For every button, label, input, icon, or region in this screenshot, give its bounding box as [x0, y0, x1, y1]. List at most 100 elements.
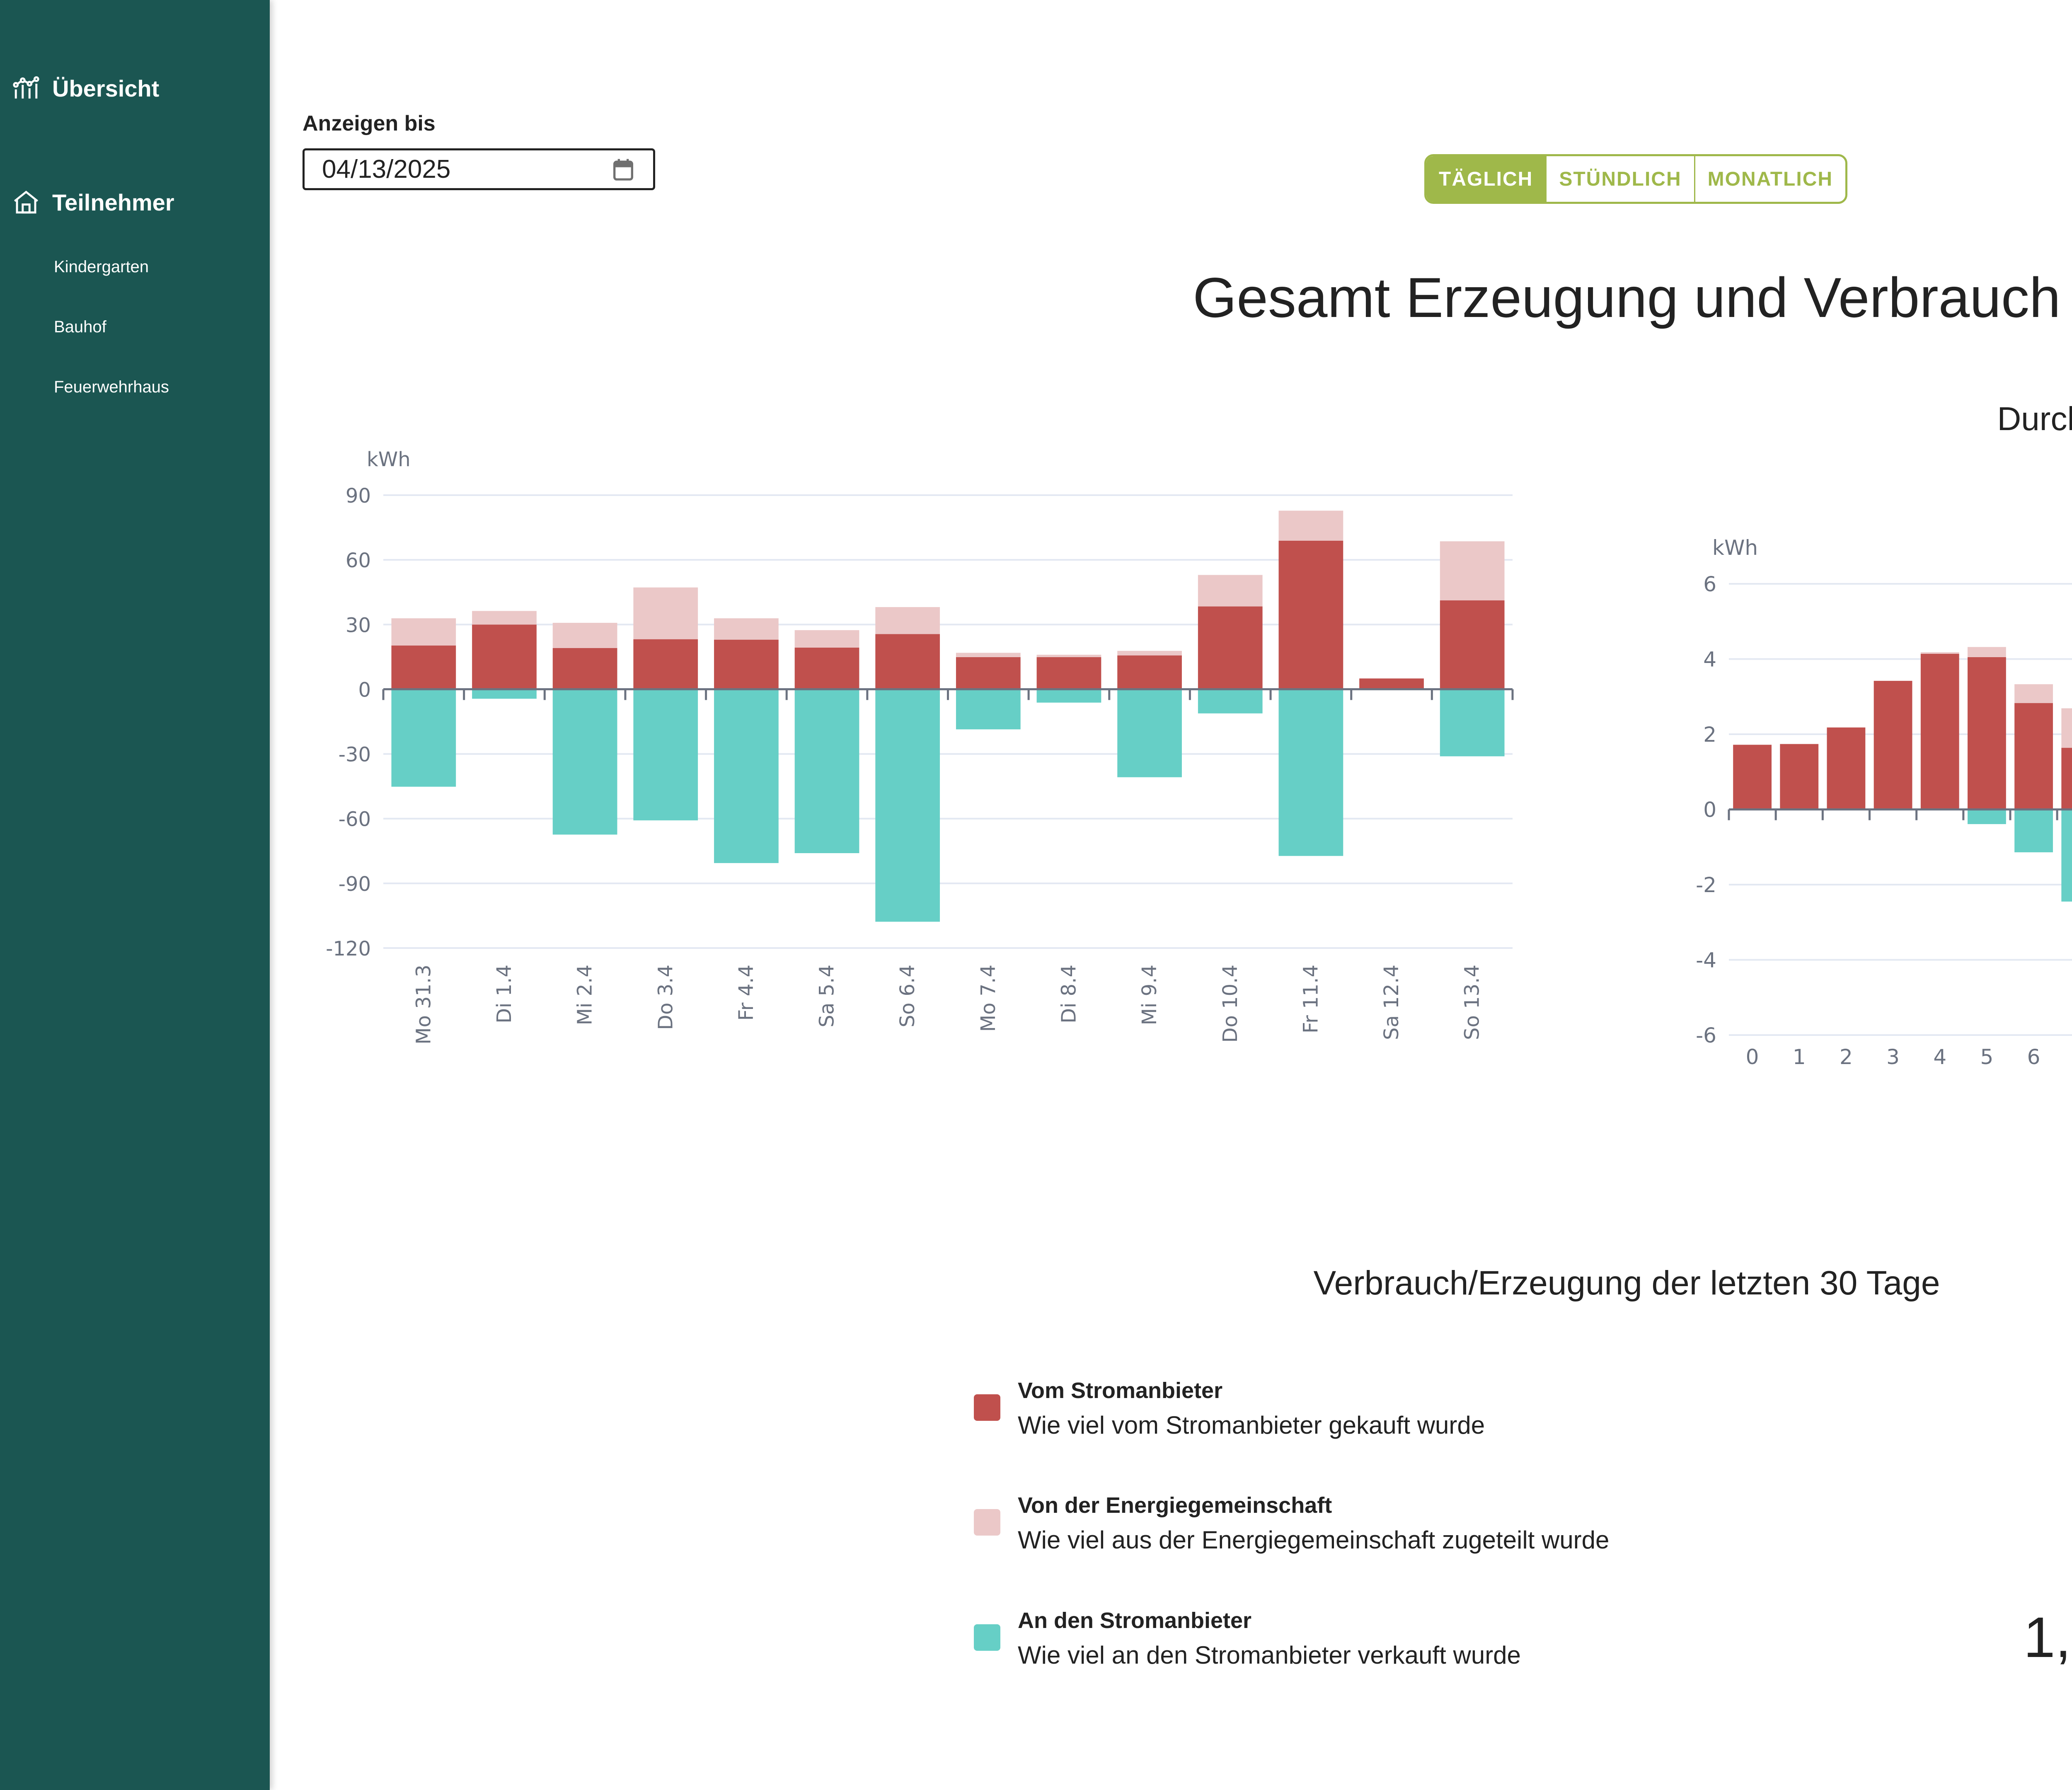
bar-grid-purchase — [2061, 747, 2072, 810]
x-tick-label: Mo 7.4 — [977, 965, 1000, 1032]
date-input-value: 04/13/2025 — [322, 155, 451, 184]
bar-grid-purchase — [714, 639, 779, 689]
summary-row-title: Von der Energiegemeinschaft — [1018, 1493, 1332, 1518]
bar-grid-purchase — [472, 624, 537, 689]
bar-community — [956, 653, 1021, 657]
date-filter-label: Anzeigen bis — [303, 111, 436, 135]
sidebar-subitem-bauhof[interactable]: Bauhof — [54, 318, 107, 336]
bar-community — [2014, 684, 2053, 703]
bar-feed-in — [2014, 809, 2053, 852]
x-tick-label: 2 — [1840, 1045, 1853, 1069]
y-tick-label: 90 — [346, 484, 371, 508]
bar-community — [391, 618, 456, 646]
bar-feed-in — [714, 689, 779, 863]
bar-community — [2061, 708, 2072, 748]
sidebar-item-teilnehmer[interactable]: Teilnehmer — [12, 189, 174, 216]
summary-value-community: 329.01 — [1906, 1490, 2072, 1555]
legend-swatch-community — [974, 1509, 1000, 1536]
bar-grid-purchase — [552, 648, 617, 689]
y-tick-label: 0 — [1703, 798, 1716, 822]
toggle-monatlich[interactable]: MONATLICH — [1707, 168, 1833, 190]
sidebar-item-label: Übersicht — [52, 75, 160, 102]
bar-feed-in — [1198, 689, 1263, 714]
toggle-taeglich[interactable]: TÄGLICH — [1426, 156, 1547, 202]
bar-feed-in — [1117, 689, 1182, 777]
x-tick-label: 0 — [1746, 1045, 1759, 1069]
chart-line-icon — [13, 76, 39, 99]
x-tick-label: Fr 4.4 — [735, 965, 758, 1021]
bar-grid-purchase — [1874, 681, 1912, 810]
bar-grid-purchase — [391, 645, 456, 689]
toggle-stuendlich[interactable]: STÜNDLICH — [1547, 156, 1695, 202]
bar-grid-purchase — [1278, 540, 1343, 689]
summary-row-purchase: Vom Stromanbieter Wie viel vom Stromanbi… — [974, 1378, 1485, 1439]
y-tick-label: 2 — [1703, 723, 1716, 747]
summary-row-feedin: An den Stromanbieter Wie viel an den Str… — [974, 1608, 1521, 1669]
bar-community — [552, 623, 617, 648]
x-tick-label: Mi 2.4 — [574, 965, 597, 1025]
x-tick-label: Do 10.4 — [1219, 965, 1242, 1043]
bar-feed-in — [794, 689, 859, 853]
bar-grid-purchase — [1827, 727, 1866, 810]
x-tick-label: 5 — [1980, 1045, 1994, 1069]
y-tick-label: -4 — [1696, 948, 1716, 972]
x-tick-label: Sa 5.4 — [816, 965, 839, 1027]
sidebar-item-label: Teilnehmer — [52, 189, 174, 215]
bar-feed-in — [875, 689, 940, 922]
y-tick-label: 6 — [1703, 572, 1716, 596]
bar-feed-in — [1036, 689, 1101, 703]
bar-grid-purchase — [1780, 744, 1819, 810]
summary-row-title: An den Stromanbieter — [1018, 1608, 1252, 1633]
sidebar-item-uebersicht[interactable]: Übersicht — [12, 75, 159, 102]
x-tick-label: So 6.4 — [896, 965, 919, 1027]
sidebar-subitem-feuerwehrhaus[interactable]: Feuerwehrhaus — [54, 378, 169, 396]
bar-feed-in — [552, 689, 617, 835]
home-icon — [14, 191, 39, 214]
bar-community — [1440, 541, 1505, 600]
bar-community — [1198, 575, 1263, 607]
bar-feed-in — [956, 689, 1021, 730]
bar-grid-purchase — [1440, 600, 1505, 689]
date-input[interactable]: 04/13/2025 — [303, 148, 655, 190]
y-axis-unit: kWh — [367, 448, 411, 471]
y-tick-label: 0 — [358, 678, 371, 701]
bar-community — [714, 618, 779, 640]
sidebar-subitem-kindergarten[interactable]: Kindergarten — [54, 258, 149, 276]
bar-grid-purchase — [1198, 606, 1263, 689]
bar-feed-in — [1968, 809, 2006, 824]
bar-feed-in — [633, 689, 698, 820]
legend-swatch-feedin — [974, 1624, 1000, 1651]
x-tick-label: Di 1.4 — [493, 965, 516, 1023]
y-tick-label: 4 — [1703, 648, 1716, 672]
bar-feed-in — [391, 689, 456, 787]
summary-row-desc: Wie viel vom Stromanbieter gekauft wurde — [1018, 1411, 1485, 1439]
summary-value-purchase: 817.18 — [1906, 1375, 2072, 1441]
sidebar: Übersicht Teilnehmer Kindergarten Bauhof… — [0, 0, 270, 1790]
y-tick-label: -6 — [1696, 1023, 1716, 1047]
bar-community — [1968, 647, 2006, 657]
y-tick-label: 30 — [346, 614, 371, 637]
bar-grid-purchase — [875, 634, 940, 689]
bar-community — [1036, 655, 1101, 657]
y-tick-label: -90 — [339, 873, 371, 896]
x-tick-label: Di 8.4 — [1057, 965, 1080, 1023]
bar-grid-purchase — [1359, 678, 1424, 689]
x-tick-label: 6 — [2027, 1045, 2041, 1069]
x-tick-label: 3 — [1886, 1045, 1900, 1069]
bar-community — [1117, 651, 1182, 656]
bar-feed-in — [1278, 689, 1343, 856]
summary-row-desc: Wie viel an den Stromanbieter verkauft w… — [1018, 1641, 1521, 1669]
bar-grid-purchase — [1968, 657, 2006, 810]
x-tick-label: Do 3.4 — [654, 965, 677, 1030]
summary-row-title: Vom Stromanbieter — [1018, 1378, 1223, 1403]
x-tick-label: Mi 9.4 — [1138, 965, 1161, 1025]
x-tick-label: Fr 11.4 — [1299, 965, 1322, 1033]
bar-community — [875, 607, 940, 634]
y-tick-label: -2 — [1696, 873, 1716, 897]
calendar-icon[interactable] — [610, 156, 637, 183]
bar-feed-in — [1440, 689, 1505, 757]
y-tick-label: 60 — [346, 549, 371, 572]
bar-community — [472, 611, 537, 625]
